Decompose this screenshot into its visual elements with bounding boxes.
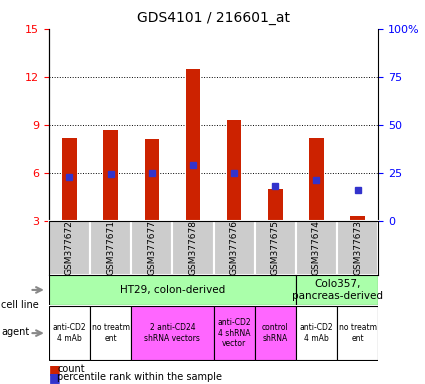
- Text: ■: ■: [49, 371, 61, 384]
- Bar: [255, 306, 296, 360]
- Text: anti-CD2
4 shRNA
vector: anti-CD2 4 shRNA vector: [217, 318, 251, 348]
- Text: GSM377672: GSM377672: [65, 220, 74, 275]
- Bar: [186, 69, 200, 221]
- Text: GSM377671: GSM377671: [106, 220, 115, 275]
- Bar: [296, 275, 378, 305]
- Bar: [337, 306, 378, 360]
- Bar: [90, 306, 131, 360]
- Text: GSM377675: GSM377675: [271, 220, 280, 275]
- Text: anti-CD2
4 mAb: anti-CD2 4 mAb: [300, 323, 333, 343]
- Bar: [131, 306, 213, 360]
- Bar: [227, 120, 241, 221]
- Text: anti-CD2
4 mAb: anti-CD2 4 mAb: [53, 323, 86, 343]
- Bar: [296, 306, 337, 360]
- Title: GDS4101 / 216601_at: GDS4101 / 216601_at: [137, 11, 290, 25]
- Bar: [173, 221, 213, 275]
- Bar: [62, 137, 76, 221]
- Bar: [144, 139, 159, 221]
- Text: ■: ■: [49, 363, 61, 376]
- Bar: [351, 216, 365, 221]
- Text: control
shRNA: control shRNA: [262, 323, 289, 343]
- Bar: [255, 221, 296, 275]
- Text: cell line: cell line: [1, 300, 39, 310]
- Text: GSM377674: GSM377674: [312, 220, 321, 275]
- Bar: [49, 221, 90, 275]
- Text: GSM377673: GSM377673: [353, 220, 362, 275]
- Bar: [213, 306, 255, 360]
- Bar: [131, 221, 173, 275]
- Text: Colo357,
pancreas-derived: Colo357, pancreas-derived: [292, 279, 382, 301]
- Text: HT29, colon-derived: HT29, colon-derived: [120, 285, 225, 295]
- Bar: [296, 221, 337, 275]
- Text: GSM377678: GSM377678: [188, 220, 198, 275]
- Bar: [213, 221, 255, 275]
- Bar: [103, 130, 118, 221]
- Text: no treatm
ent: no treatm ent: [339, 323, 377, 343]
- Bar: [337, 221, 378, 275]
- Text: GSM377676: GSM377676: [230, 220, 239, 275]
- Text: percentile rank within the sample: percentile rank within the sample: [57, 372, 222, 382]
- Bar: [268, 189, 283, 221]
- Text: no treatm
ent: no treatm ent: [92, 323, 130, 343]
- Text: GSM377677: GSM377677: [147, 220, 156, 275]
- Text: agent: agent: [1, 327, 29, 337]
- Bar: [49, 306, 90, 360]
- Text: count: count: [57, 364, 85, 374]
- Bar: [90, 221, 131, 275]
- Bar: [309, 137, 324, 221]
- Text: 2 anti-CD24
shRNA vectors: 2 anti-CD24 shRNA vectors: [144, 323, 200, 343]
- Bar: [49, 275, 296, 305]
